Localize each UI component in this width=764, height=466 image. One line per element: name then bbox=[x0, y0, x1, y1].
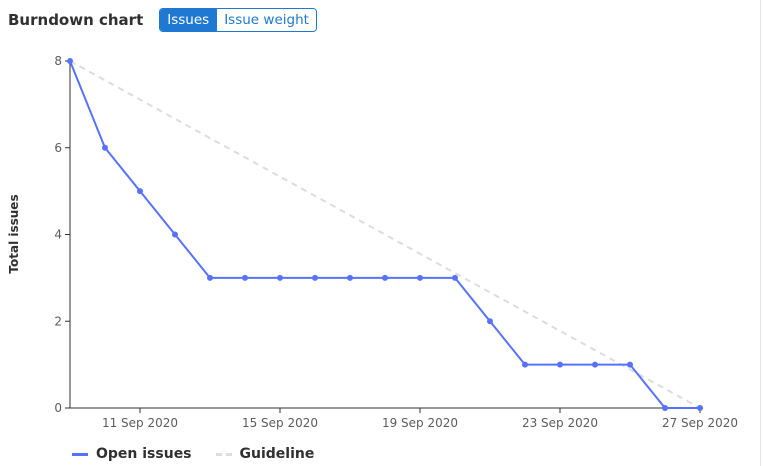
open-issues-point[interactable] bbox=[592, 361, 598, 368]
open-issues-point[interactable] bbox=[452, 274, 458, 281]
open-issues-point[interactable] bbox=[522, 361, 528, 368]
y-tick-label: 2 bbox=[54, 314, 62, 328]
x-tick-label: 27 Sep 2020 bbox=[662, 416, 738, 430]
open-issues-point[interactable] bbox=[382, 274, 388, 281]
open-issues-point[interactable] bbox=[557, 361, 563, 368]
open-issues-point[interactable] bbox=[697, 405, 703, 411]
x-tick-label: 19 Sep 2020 bbox=[382, 416, 458, 430]
chart-axes: 0 2 4 6 8 11 Sep 2020 15 Sep 2020 19 Sep 2020 23… bbox=[54, 54, 738, 430]
open-issues-point[interactable] bbox=[242, 274, 248, 281]
guideline-layer bbox=[69, 60, 701, 409]
open-issues-layer bbox=[67, 58, 703, 411]
open-issues-point[interactable] bbox=[207, 274, 213, 281]
x-tick-label: 15 Sep 2020 bbox=[242, 416, 318, 430]
chart-header: Burndown chart Issues Issue weight bbox=[8, 8, 317, 32]
open-issues-point[interactable] bbox=[102, 144, 108, 151]
open-issues-point[interactable] bbox=[417, 274, 423, 281]
open-issues-point[interactable] bbox=[137, 188, 143, 195]
panel-divider bbox=[760, 0, 761, 466]
legend-label-open-issues: Open issues bbox=[96, 446, 192, 462]
open-issues-point[interactable] bbox=[347, 274, 353, 281]
guideline-line bbox=[69, 60, 701, 409]
chart-title: Burndown chart bbox=[8, 11, 144, 29]
issue-weight-toggle-button[interactable]: Issue weight bbox=[216, 9, 316, 31]
y-axis-label: Total issues bbox=[7, 194, 21, 273]
open-issues-point[interactable] bbox=[487, 318, 493, 325]
open-issues-point[interactable] bbox=[67, 58, 73, 64]
y-tick-label: 6 bbox=[54, 141, 62, 155]
open-issues-point[interactable] bbox=[172, 231, 178, 238]
open-issues-point[interactable] bbox=[662, 405, 668, 411]
issues-toggle-button[interactable]: Issues bbox=[160, 9, 217, 31]
x-tick-label: 23 Sep 2020 bbox=[522, 416, 598, 430]
chart-legend: Open issues Guideline bbox=[72, 446, 338, 462]
legend-swatch-open-issues bbox=[72, 452, 88, 456]
open-issues-line bbox=[69, 60, 700, 409]
legend-item-guideline[interactable]: Guideline bbox=[215, 446, 315, 462]
open-issues-point[interactable] bbox=[277, 274, 283, 281]
open-issues-point[interactable] bbox=[627, 361, 633, 368]
legend-swatch-guideline bbox=[215, 452, 232, 456]
y-tick-label: 0 bbox=[54, 401, 62, 415]
open-issues-point[interactable] bbox=[312, 274, 318, 281]
legend-item-open-issues[interactable]: Open issues bbox=[72, 446, 192, 462]
legend-label-guideline: Guideline bbox=[239, 446, 315, 462]
metric-toggle: Issues Issue weight bbox=[159, 8, 317, 32]
x-tick-label: 11 Sep 2020 bbox=[102, 416, 178, 430]
y-tick-label: 4 bbox=[54, 228, 62, 242]
y-tick-label: 8 bbox=[54, 54, 62, 68]
